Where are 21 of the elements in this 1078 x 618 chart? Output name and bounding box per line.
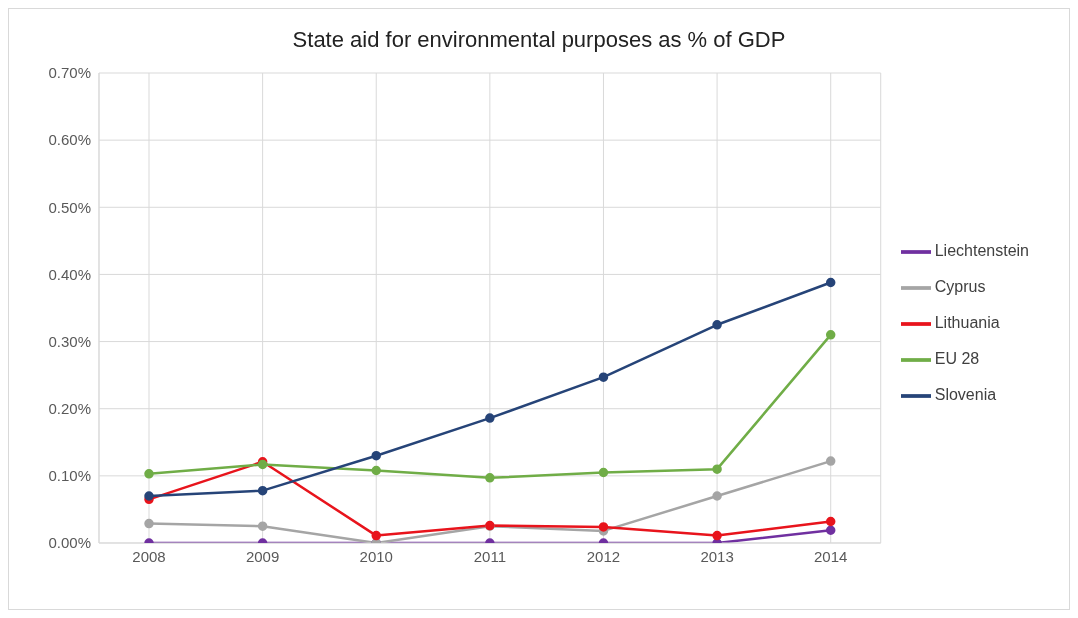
y-tick-label: 0.50% — [48, 198, 91, 216]
x-tick-label: 2011 — [473, 547, 506, 565]
y-tick-label: 0.60% — [48, 131, 91, 149]
y-tick-label: 0.70% — [48, 64, 91, 82]
x-tick-label: 2010 — [359, 547, 393, 565]
x-tick-label: 2008 — [132, 547, 166, 565]
y-tick-label: 0.00% — [48, 534, 91, 552]
legend-label: Lithuania — [934, 314, 1000, 331]
x-tick-label: 2009 — [245, 547, 280, 565]
x-tick-label: 2013 — [700, 547, 734, 565]
legend-label: Slovenia — [934, 386, 997, 403]
chart-title: State aid for environmental purposes as % of GDP — [291, 26, 787, 53]
y-tick-label: 0.20% — [48, 400, 91, 418]
y-tick-label: 0.40% — [48, 265, 91, 283]
legend-label: EU 28 — [934, 350, 980, 367]
x-tick-label: 2014 — [814, 547, 848, 565]
legend-label: Cyprus — [934, 278, 986, 295]
x-tick-label: 2012 — [586, 547, 621, 565]
y-tick-label: 0.30% — [48, 332, 91, 350]
y-tick-label: 0.10% — [48, 467, 91, 485]
legend-label: Liechtenstein — [934, 242, 1029, 259]
